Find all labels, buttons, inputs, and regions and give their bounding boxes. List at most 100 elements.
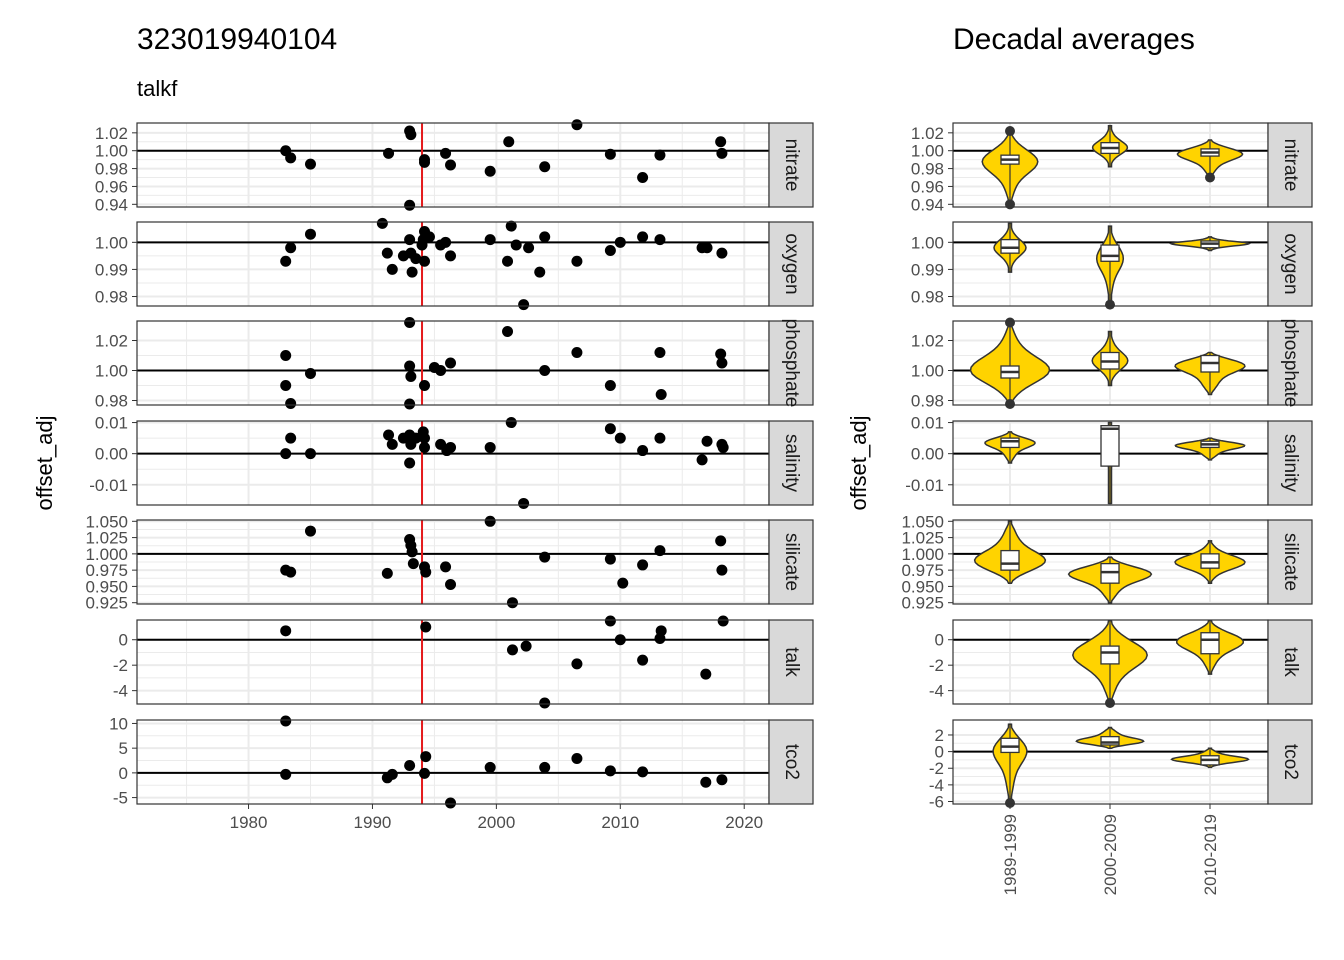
left-facet-phosphate: 0.98 1.00 1.02 phosphate — [95, 317, 814, 411]
data-point — [614, 236, 626, 248]
y-tick-label: 1.000 — [85, 545, 128, 564]
data-point — [386, 768, 398, 780]
data-point — [376, 217, 388, 229]
data-point — [571, 347, 583, 358]
y-tick-label: 0.98 — [95, 288, 128, 307]
data-point — [445, 250, 457, 262]
y-tick-label: 2 — [935, 726, 944, 745]
facet-strip-label: talk — [1280, 647, 1301, 677]
data-point — [655, 625, 667, 637]
facet-strip — [1267, 122, 1313, 208]
data-point — [484, 441, 496, 453]
facet-strip-label: talk — [781, 647, 802, 677]
panel-background — [137, 222, 769, 306]
box-iqr — [1000, 549, 1020, 571]
facet-strip — [768, 420, 814, 506]
left-facet-tco2: -5 0 5 10 tco2 — [109, 714, 814, 809]
y-tick-label: 1.050 — [901, 512, 944, 531]
y-tick-label: -2 — [929, 656, 944, 675]
data-point — [506, 597, 518, 609]
data-point — [502, 326, 514, 337]
data-point — [701, 435, 713, 447]
data-point — [386, 438, 398, 450]
data-point — [418, 255, 430, 267]
data-point — [484, 234, 496, 246]
data-point — [410, 432, 422, 444]
facet-strip — [768, 619, 814, 705]
y-tick-label: -4 — [113, 682, 128, 701]
data-point — [506, 644, 518, 656]
data-point — [701, 242, 713, 254]
facet-strip-label: phosphate — [1280, 319, 1301, 408]
x-category-label: 1989-1999 — [1001, 814, 1020, 895]
y-tick-label: 0 — [935, 743, 944, 762]
box-outlier — [1005, 126, 1015, 137]
box-iqr — [1100, 562, 1120, 584]
data-point — [654, 149, 666, 161]
data-point — [539, 761, 551, 773]
y-tick-label: 0.925 — [85, 594, 128, 613]
data-point — [716, 247, 728, 259]
data-point — [520, 640, 532, 652]
right-facet-phosphate: 0.98 1.00 1.02 phosphate — [911, 317, 1313, 411]
data-point — [604, 423, 616, 435]
data-point — [604, 553, 616, 565]
data-point — [304, 228, 316, 240]
y-tick-label: 1.02 — [911, 124, 944, 143]
data-point — [280, 350, 292, 361]
x-tick-label: 1990 — [354, 813, 392, 832]
y-tick-label: 0.00 — [911, 445, 944, 464]
box-outlier — [1005, 317, 1015, 328]
data-point — [604, 765, 616, 777]
data-point — [445, 797, 457, 809]
y-tick-label: -0.01 — [905, 476, 944, 495]
data-point — [304, 368, 316, 379]
y-tick-label: 0 — [935, 631, 944, 650]
data-point — [285, 242, 297, 254]
y-tick-label: 1.00 — [95, 362, 128, 381]
data-point — [420, 621, 432, 633]
data-point — [404, 398, 416, 410]
data-point — [423, 231, 435, 243]
data-point — [381, 567, 393, 579]
data-point — [637, 559, 649, 571]
facet-strip-label: silicate — [1280, 533, 1301, 591]
data-point — [614, 432, 626, 444]
y-tick-label: 0 — [119, 764, 128, 783]
data-point — [420, 566, 432, 578]
data-point — [404, 457, 416, 469]
data-point — [445, 578, 457, 590]
data-point — [435, 365, 447, 376]
data-point — [405, 129, 417, 141]
y-tick-label: 0.975 — [901, 561, 944, 580]
y-tick-label: 1.00 — [911, 362, 944, 381]
facet-strip-label: salinity — [1280, 434, 1301, 493]
data-point — [445, 357, 457, 369]
right-facet-tco2: -6-4-202 tco2 — [929, 719, 1313, 812]
y-tick-label: 0.950 — [85, 577, 128, 596]
y-tick-label: -0.01 — [89, 476, 128, 495]
data-point — [304, 158, 316, 170]
data-point — [717, 441, 729, 453]
facet-strip — [768, 519, 814, 605]
data-point — [534, 266, 546, 278]
left-facet-talk: -4 -2 0 talk — [113, 615, 814, 709]
y-tick-label: 0.94 — [911, 195, 944, 214]
data-point — [655, 389, 667, 400]
right-facet-nitrate: 0.940.960.981.001.02 nitrate — [911, 122, 1313, 214]
data-point — [406, 266, 418, 278]
facet-strip-label: tco2 — [781, 744, 802, 780]
right-facet-oxygen: 0.98 0.99 1.00 oxygen — [911, 221, 1313, 310]
left-facet-salinity: -0.01 0.00 0.01 salinity — [89, 414, 814, 509]
x-tick-label: 2010 — [601, 813, 639, 832]
data-point — [404, 234, 416, 246]
box-iqr — [1100, 425, 1120, 467]
data-point — [637, 766, 649, 778]
facet-strip — [1267, 320, 1313, 406]
data-point — [304, 448, 316, 460]
data-point — [518, 497, 530, 509]
data-point — [717, 615, 729, 627]
